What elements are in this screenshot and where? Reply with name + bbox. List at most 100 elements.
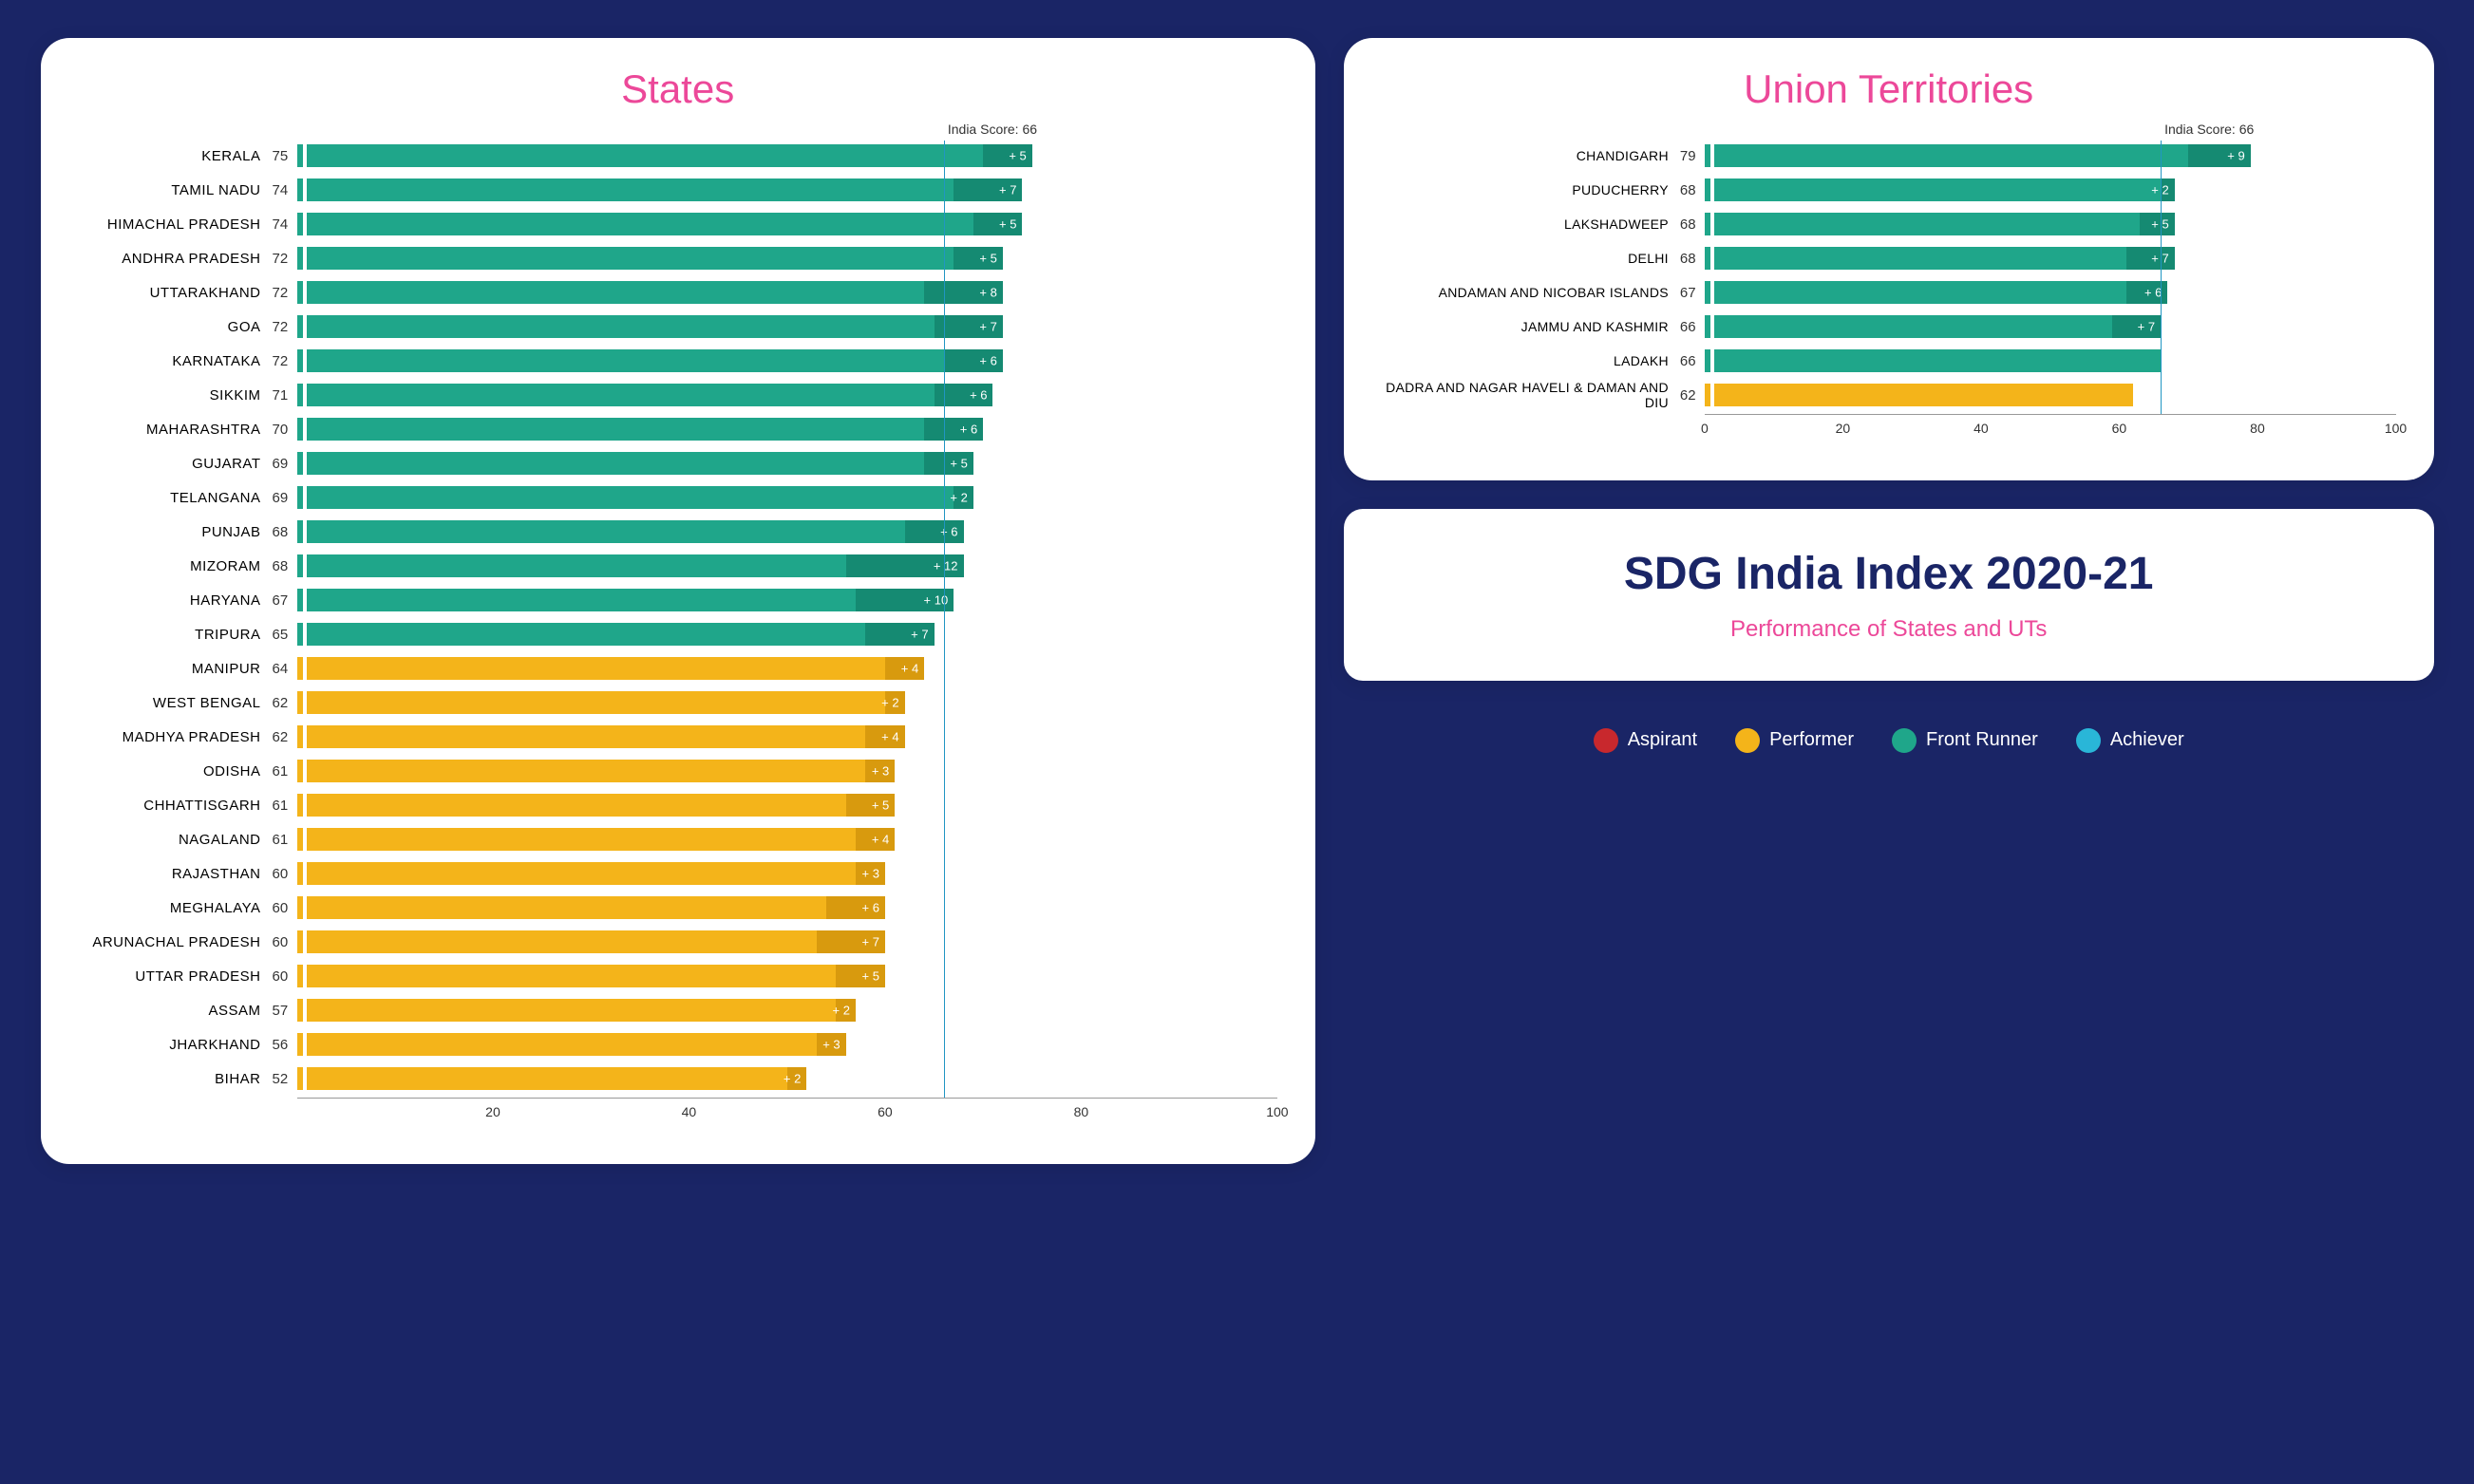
x-axis: 204060801000 xyxy=(1705,414,2396,442)
bar-marker xyxy=(1705,281,1710,304)
bar-label: DADRA AND NAGAR HAVELI & DAMAN AND DIU xyxy=(1382,380,1676,410)
bar-label: ANDHRA PRADESH xyxy=(79,251,269,267)
bar-score: 68 xyxy=(1676,216,1705,233)
bar-score: 56 xyxy=(269,1037,297,1053)
bar-track: + 7 xyxy=(1705,315,2396,338)
bar-change-label: + 5 xyxy=(999,217,1016,232)
bar-marker xyxy=(297,794,303,817)
bar-marker xyxy=(297,349,303,372)
legend-dot xyxy=(1594,728,1618,753)
bar-row: WEST BENGAL62+ 2 xyxy=(79,687,1277,718)
bar-score: 60 xyxy=(269,968,297,985)
bar-label: ANDAMAN AND NICOBAR ISLANDS xyxy=(1382,285,1676,300)
bar-track: + 7 xyxy=(297,315,1277,338)
bar-track: + 7 xyxy=(297,930,1277,953)
bar-track: + 4 xyxy=(297,657,1277,680)
x-tick: 0 xyxy=(1701,421,1709,436)
bar-row: DADRA AND NAGAR HAVELI & DAMAN AND DIU62 xyxy=(1382,380,2396,410)
bar-label: MADHYA PRADESH xyxy=(79,729,269,745)
bar-track: + 2 xyxy=(297,486,1277,509)
bar-label: GUJARAT xyxy=(79,456,269,472)
bar-track: + 6 xyxy=(297,520,1277,543)
bar-row: MAHARASHTRA70+ 6 xyxy=(79,414,1277,444)
bar-change-label: + 5 xyxy=(862,969,879,984)
bar-row: LAKSHADWEEP68+ 5 xyxy=(1382,209,2396,239)
bar-fill xyxy=(1714,349,2161,372)
x-tick: 80 xyxy=(1074,1104,1089,1119)
bar-marker xyxy=(297,213,303,235)
bar-track: + 5 xyxy=(297,144,1277,167)
bar-row: ANDAMAN AND NICOBAR ISLANDS67+ 6 xyxy=(1382,277,2396,308)
bar-fill xyxy=(1714,384,2133,406)
bar-row: MEGHALAYA60+ 6 xyxy=(79,892,1277,923)
bar-score: 64 xyxy=(269,661,297,677)
bar-label: WEST BENGAL xyxy=(79,695,269,711)
bar-label: UTTAR PRADESH xyxy=(79,968,269,985)
bar-track: + 9 xyxy=(1705,144,2396,167)
bar-change-label: + 7 xyxy=(862,935,879,949)
bar-label: KERALA xyxy=(79,148,269,164)
x-tick: 40 xyxy=(682,1104,697,1119)
bar-row: TRIPURA65+ 7 xyxy=(79,619,1277,649)
legend-label: Aspirant xyxy=(1628,729,1697,751)
bar-change-label: + 3 xyxy=(862,867,879,881)
bar-marker xyxy=(297,965,303,987)
bar-change-label: + 9 xyxy=(2227,149,2244,163)
bar-label: JHARKHAND xyxy=(79,1037,269,1053)
bar-row: JHARKHAND56+ 3 xyxy=(79,1029,1277,1060)
bar-track: + 4 xyxy=(297,725,1277,748)
title-card: SDG India Index 2020-21 Performance of S… xyxy=(1344,509,2434,681)
bar-label: MEGHALAYA xyxy=(79,900,269,916)
bar-score: 72 xyxy=(269,353,297,369)
legend-item: Achiever xyxy=(2076,728,2184,753)
x-tick: 80 xyxy=(2250,421,2265,436)
bar-label: TAMIL NADU xyxy=(79,182,269,198)
bar-change-label: + 12 xyxy=(934,559,958,573)
bar-change-label: + 7 xyxy=(911,628,928,642)
states-panel: States KERALA75+ 5TAMIL NADU74+ 7HIMACHA… xyxy=(41,38,1315,1164)
bar-marker xyxy=(1705,384,1710,406)
bar-label: KARNATAKA xyxy=(79,353,269,369)
bar-label: CHHATTISGARH xyxy=(79,798,269,814)
bar-change-label: + 7 xyxy=(979,320,996,334)
bar-track: + 6 xyxy=(297,418,1277,441)
bar-change-label: + 4 xyxy=(901,662,918,676)
bar-label: ARUNACHAL PRADESH xyxy=(79,934,269,950)
bar-score: 65 xyxy=(269,627,297,643)
bar-score: 74 xyxy=(269,182,297,198)
bar-change-label: + 7 xyxy=(2151,252,2168,266)
bar-row: PUDUCHERRY68+ 2 xyxy=(1382,175,2396,205)
bar-score: 60 xyxy=(269,934,297,950)
bar-label: NAGALAND xyxy=(79,832,269,848)
legend-label: Front Runner xyxy=(1926,729,2038,751)
bar-change-label: + 6 xyxy=(862,901,879,915)
bar-change-label: + 5 xyxy=(2151,217,2168,232)
bar-track: + 5 xyxy=(297,247,1277,270)
bar-change-label: + 2 xyxy=(950,491,967,505)
bar-score: 67 xyxy=(1676,285,1705,301)
bar-row: SIKKIM71+ 6 xyxy=(79,380,1277,410)
bar-change-label: + 4 xyxy=(881,730,898,744)
bar-row: KERALA75+ 5 xyxy=(79,141,1277,171)
bar-row: TELANGANA69+ 2 xyxy=(79,482,1277,513)
bar-marker xyxy=(1705,213,1710,235)
legend-label: Performer xyxy=(1769,729,1854,751)
bar-track: + 7 xyxy=(297,178,1277,201)
bar-row: GOA72+ 7 xyxy=(79,311,1277,342)
bar-marker xyxy=(297,452,303,475)
bar-row: MADHYA PRADESH62+ 4 xyxy=(79,722,1277,752)
bar-marker xyxy=(297,725,303,748)
bar-marker xyxy=(297,1067,303,1090)
legend: Aspirant Performer Front Runner Achiever xyxy=(1344,709,2434,772)
bar-score: 62 xyxy=(1676,387,1705,404)
bar-score: 61 xyxy=(269,798,297,814)
bar-track: + 5 xyxy=(297,794,1277,817)
bar-track xyxy=(1705,384,2396,406)
bar-label: MANIPUR xyxy=(79,661,269,677)
bar-change-label: + 6 xyxy=(970,388,987,403)
bar-label: PUNJAB xyxy=(79,524,269,540)
bar-marker xyxy=(1705,349,1710,372)
bar-track: + 10 xyxy=(297,589,1277,611)
bar-score: 66 xyxy=(1676,353,1705,369)
bar-track: + 7 xyxy=(1705,247,2396,270)
